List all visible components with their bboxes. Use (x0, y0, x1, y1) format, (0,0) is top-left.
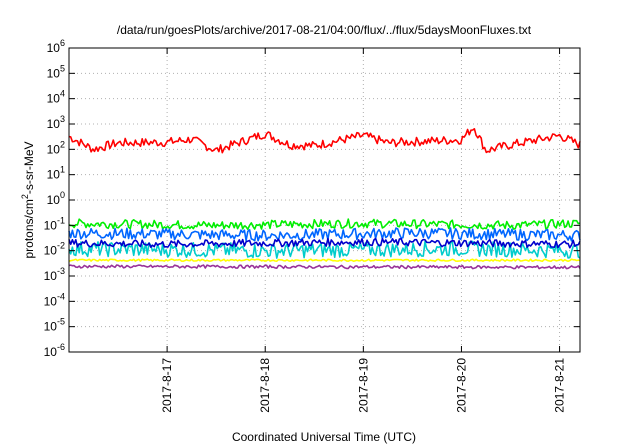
y-tick-label: 10-3 (44, 266, 65, 283)
series-line-6 (68, 264, 581, 270)
y-tick-label: 105 (47, 63, 65, 80)
y-axis-label-main: protons/cm (22, 199, 36, 258)
series-group (68, 128, 581, 270)
y-tick-label: 10-2 (44, 241, 65, 258)
y-axis: 10-6 10-5 10-4 10-3 10-2 10-1 100 101 102 103 104 1… (44, 38, 580, 359)
series-line-0 (68, 128, 581, 154)
y-axis-label-rest: -s-sr-MeV (22, 141, 36, 194)
x-axis-label: Coordinated Universal Time (UTC) (232, 430, 416, 444)
y-tick-label: 106 (47, 38, 65, 55)
series-line-2 (68, 227, 581, 242)
y-tick-label: 103 (47, 114, 65, 131)
series-line-1 (68, 218, 581, 231)
series-line-4 (68, 237, 581, 249)
y-tick-label: 102 (47, 139, 65, 156)
y-tick-label: 104 (47, 89, 65, 106)
x-tick-label: 2017-8-19 (356, 358, 370, 413)
x-tick-label: 2017-8-17 (160, 358, 174, 413)
series-line-5 (68, 258, 581, 262)
y-tick-label: 10-5 (44, 317, 65, 334)
x-tick-label: 2017-8-18 (258, 358, 272, 413)
x-axis: 2017-8-17 2017-8-18 2017-8-19 2017-8-20 2017… (160, 48, 567, 413)
y-tick-label: 101 (47, 165, 65, 182)
series-line-3 (68, 240, 581, 259)
x-tick-label: 2017-8-21 (553, 358, 567, 413)
y-axis-label-sup: 2 (20, 194, 30, 199)
grid (69, 48, 580, 352)
y-tick-label: 10-4 (44, 291, 65, 308)
y-axis-label: protons/cm2-s-sr-MeV (20, 141, 36, 258)
y-tick-label: 10-1 (44, 215, 65, 232)
x-tick-label: 2017-8-20 (454, 358, 468, 413)
chart-title: /data/run/goesPlots/archive/2017-08-21/0… (117, 23, 532, 37)
y-tick-label: 100 (47, 190, 65, 207)
y-tick-label: 10-6 (44, 342, 65, 359)
